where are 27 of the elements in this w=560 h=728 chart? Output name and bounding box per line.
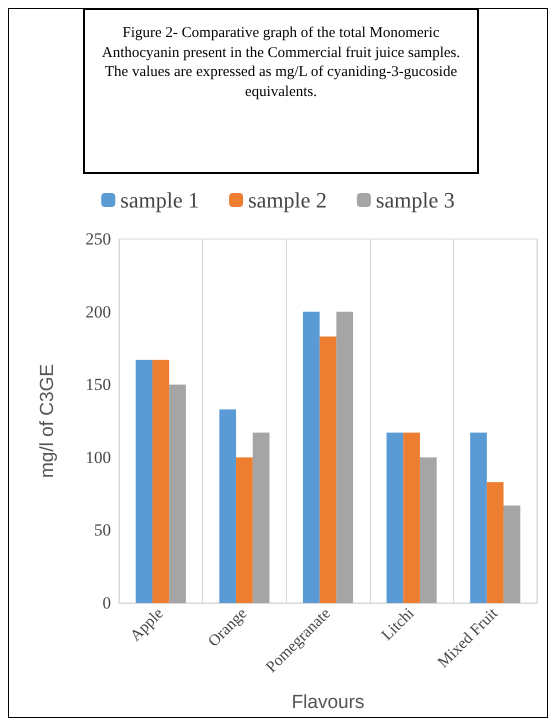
- bar: [403, 432, 420, 603]
- bar: [152, 360, 170, 603]
- y-tick-label: 250: [86, 230, 111, 248]
- bar: [420, 457, 437, 603]
- bar: [302, 312, 320, 603]
- legend-label: sample 1: [120, 188, 200, 212]
- x-axis-title: Flavours: [292, 692, 364, 713]
- bar: [504, 505, 520, 603]
- bar: [320, 336, 336, 603]
- chart-title: Figure 2- Comparative graph of the total Monomeric Anthocyanin present in the Commercial fruit juice samples. The values are expressed as mg/L of cyaniding-3-gucoside equivalents.: [83, 8, 479, 174]
- y-axis-title: mg/l of C3GE: [37, 364, 58, 478]
- legend-label: sample 2: [248, 188, 327, 212]
- bar: [219, 409, 236, 603]
- bar: [386, 432, 404, 603]
- bar: [136, 360, 152, 603]
- bar: [236, 457, 253, 603]
- legend-label: sample 3: [376, 188, 455, 212]
- bar: [486, 482, 504, 603]
- y-tick-label: 150: [86, 375, 111, 394]
- y-tick-label: 0: [102, 594, 111, 612]
- y-tick-label: 50: [94, 520, 111, 540]
- bar: [252, 432, 270, 603]
- bar: [336, 312, 354, 603]
- bar: [169, 384, 186, 603]
- y-tick-label: 200: [86, 302, 111, 322]
- y-tick-label: 100: [86, 448, 111, 467]
- bar: [470, 432, 487, 603]
